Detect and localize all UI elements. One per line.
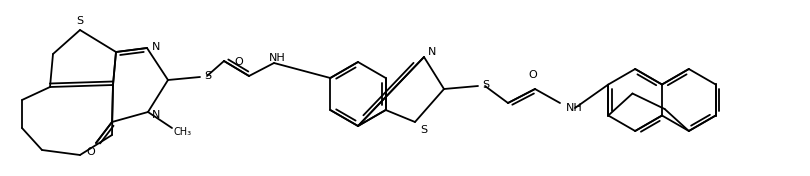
Text: S: S [482,80,489,90]
Text: N: N [152,110,160,120]
Text: CH₃: CH₃ [174,127,192,137]
Text: S: S [204,71,211,81]
Text: N: N [152,42,160,52]
Text: S: S [420,125,427,135]
Text: N: N [428,47,437,57]
Text: S: S [76,16,83,26]
Text: NH: NH [269,53,285,63]
Text: O: O [529,70,537,80]
Text: O: O [235,57,243,67]
Text: O: O [87,147,96,157]
Text: NH: NH [566,103,582,113]
